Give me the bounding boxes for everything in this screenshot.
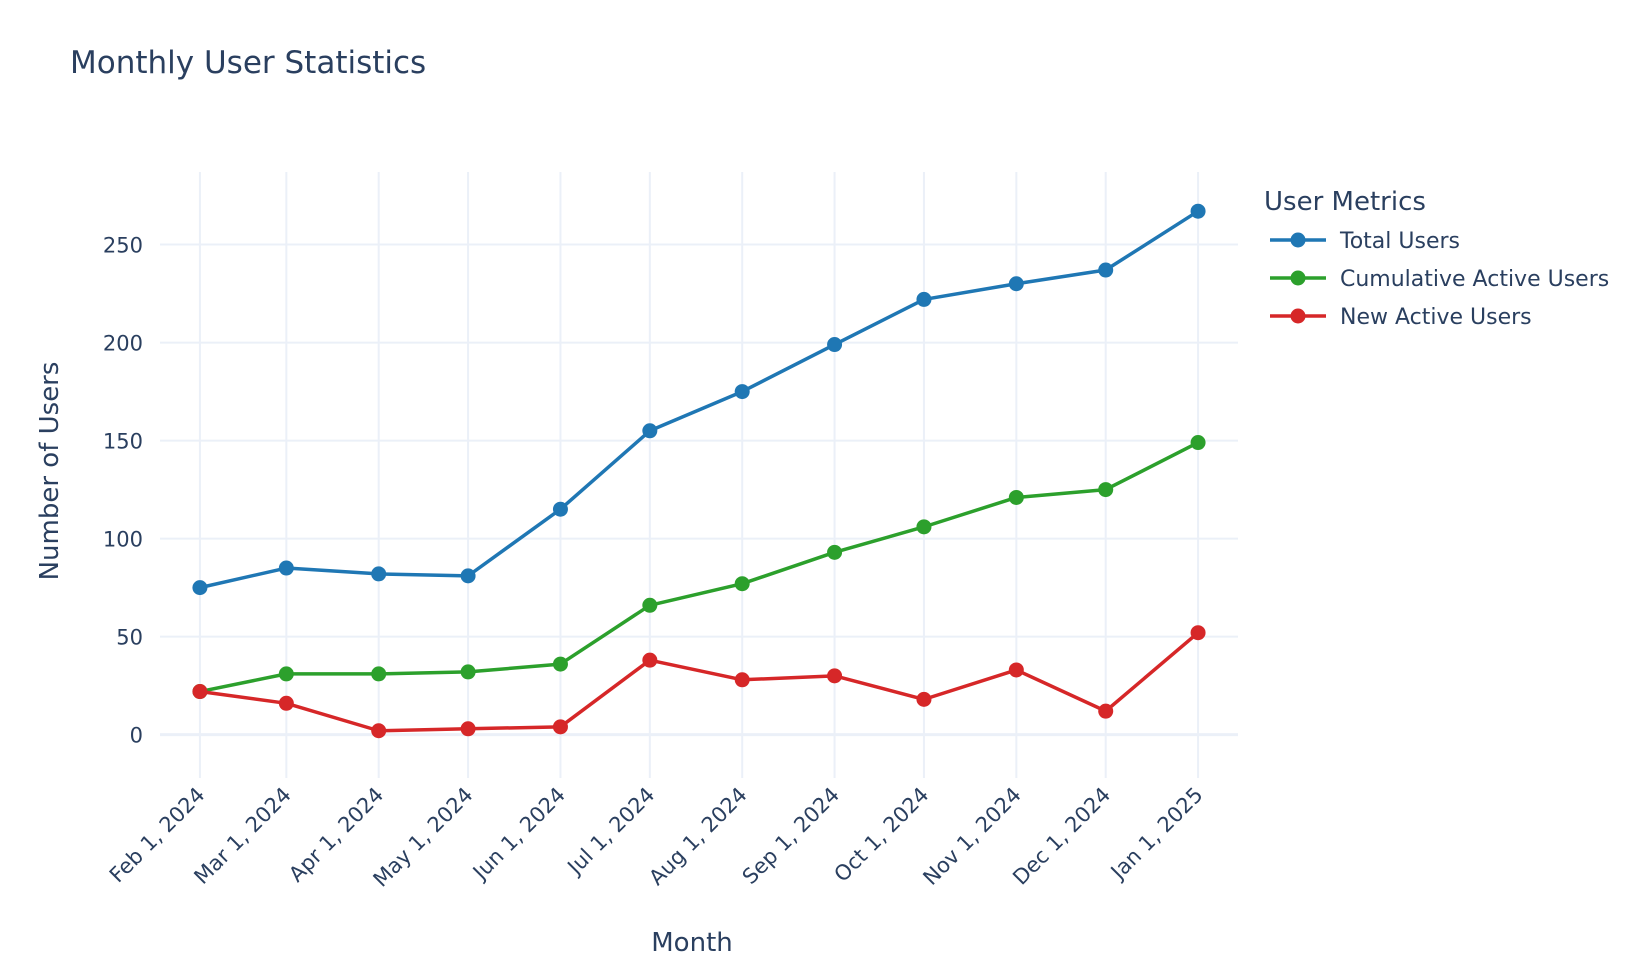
legend-label: New Active Users xyxy=(1340,305,1532,330)
series-line xyxy=(198,209,1200,590)
data-point xyxy=(460,568,476,584)
data-point xyxy=(371,723,387,739)
series-group xyxy=(192,203,1206,596)
data-point xyxy=(460,721,476,737)
legend-item[interactable]: Cumulative Active Users xyxy=(1270,267,1609,292)
series-group xyxy=(192,625,1206,739)
data-point xyxy=(734,384,750,400)
data-point xyxy=(371,566,387,582)
legend-swatch-marker xyxy=(1290,270,1306,286)
legend-title: User Metrics xyxy=(1264,187,1426,217)
data-point xyxy=(1008,662,1024,678)
data-point xyxy=(642,423,658,439)
legend-label: Cumulative Active Users xyxy=(1340,267,1609,292)
data-point xyxy=(734,576,750,592)
data-point xyxy=(278,666,294,682)
y-tick-label: 50 xyxy=(116,626,143,650)
data-point xyxy=(642,597,658,613)
series-layer xyxy=(192,203,1206,739)
data-point xyxy=(642,652,658,668)
data-point xyxy=(278,560,294,576)
data-point xyxy=(1190,625,1206,641)
y-tick-label: 0 xyxy=(130,724,143,748)
data-point xyxy=(916,519,932,535)
legend-item[interactable]: New Active Users xyxy=(1270,305,1532,330)
series-line xyxy=(198,440,1200,694)
data-point xyxy=(1190,203,1206,219)
y-tick-label: 200 xyxy=(103,332,143,356)
data-point xyxy=(916,291,932,307)
data-point xyxy=(552,501,568,517)
data-point xyxy=(192,580,208,596)
data-point xyxy=(552,719,568,735)
data-point xyxy=(734,672,750,688)
data-point xyxy=(552,656,568,672)
legend-swatch-marker xyxy=(1290,232,1306,248)
data-point xyxy=(1098,482,1114,498)
data-point xyxy=(916,691,932,707)
data-point xyxy=(1098,262,1114,278)
data-point xyxy=(1098,703,1114,719)
series-line xyxy=(198,630,1200,733)
legend-swatch-marker xyxy=(1290,308,1306,324)
legend: User Metrics Total Users Cumulative Activ… xyxy=(1264,187,1609,330)
x-axis-title: Month xyxy=(651,928,733,954)
data-point xyxy=(371,666,387,682)
data-point xyxy=(278,695,294,711)
data-point xyxy=(827,337,843,353)
data-point xyxy=(1190,435,1206,451)
legend-item[interactable]: Total Users xyxy=(1270,229,1460,254)
chart-title: Monthly User Statistics xyxy=(70,45,426,81)
y-tick-label: 250 xyxy=(103,234,143,258)
data-point xyxy=(827,668,843,684)
data-point xyxy=(827,544,843,560)
legend-label: Total Users xyxy=(1339,229,1460,254)
data-point xyxy=(1008,489,1024,505)
data-point xyxy=(1008,276,1024,292)
data-point xyxy=(460,664,476,680)
y-tick-label: 150 xyxy=(103,430,143,454)
series-group xyxy=(192,435,1206,700)
data-point xyxy=(192,684,208,700)
y-tick-label: 100 xyxy=(103,528,143,552)
y-axis-title: Number of Users xyxy=(35,362,65,581)
